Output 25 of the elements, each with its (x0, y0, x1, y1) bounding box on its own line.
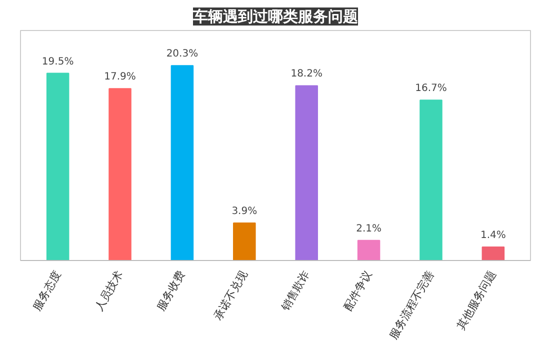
data-label: 2.1% (356, 223, 382, 234)
x-tick-label: 服务收费 (154, 268, 188, 313)
chart-title: 车辆遇到过哪类服务问题 (192, 8, 358, 26)
x-tick-label: 承诺不兑现 (211, 268, 250, 322)
x-tick-label: 服务流程不完善 (386, 268, 437, 342)
x-tick-label: 服务态度 (30, 268, 64, 313)
bar (482, 246, 505, 260)
data-label: 18.2% (290, 68, 322, 80)
data-label: 19.5% (42, 56, 74, 68)
x-tick-label: 配件争议 (341, 268, 374, 313)
data-label: 16.7% (415, 83, 447, 94)
bar (420, 100, 442, 260)
x-tick-label: 销售欺诈 (278, 268, 312, 314)
bar (295, 85, 318, 260)
bar (46, 72, 70, 260)
data-label: 3.9% (232, 206, 258, 218)
data-label: 17.9% (104, 72, 136, 83)
bar (108, 88, 132, 260)
x-tick-label: 人员技术 (92, 268, 126, 313)
bar (357, 240, 380, 260)
bar (233, 222, 256, 260)
data-label: 1.4% (480, 230, 506, 242)
bar (170, 65, 194, 260)
data-label: 20.3% (166, 48, 198, 60)
x-tick-label: 其他服务问题 (454, 268, 499, 332)
